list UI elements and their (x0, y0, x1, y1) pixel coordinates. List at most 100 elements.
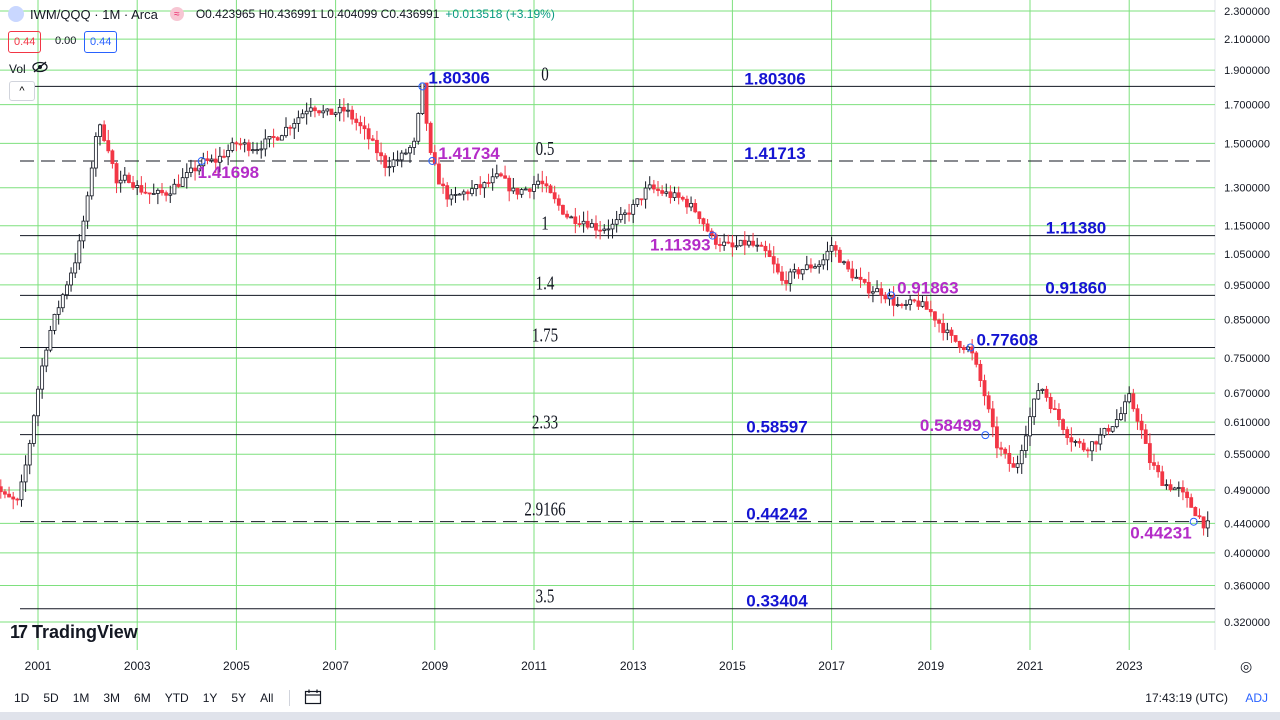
candle-body (288, 126, 293, 129)
candle-body (780, 271, 784, 281)
candle-body (726, 241, 731, 244)
candle-body (1081, 442, 1086, 451)
eye-hidden-icon[interactable] (32, 61, 48, 76)
candle-body (656, 188, 660, 191)
candle-body (346, 109, 350, 112)
candle-body (370, 138, 375, 141)
range-1m-button[interactable]: 1M (72, 691, 90, 705)
candle-body (308, 107, 313, 112)
candle-body (775, 263, 780, 273)
range-6m-button[interactable]: 6M (134, 691, 151, 705)
candle-body (589, 223, 594, 228)
annotation-marker (197, 157, 206, 166)
candle-body (734, 245, 739, 248)
candle-body (238, 143, 243, 146)
range-1d-button[interactable]: 1D (14, 691, 30, 705)
candle-body (767, 250, 772, 257)
range-3m-button[interactable]: 3M (103, 691, 121, 705)
range-ytd-button[interactable]: YTD (164, 691, 189, 705)
candle-body (1052, 408, 1057, 411)
candle-body (565, 213, 569, 218)
candle-body (222, 155, 226, 158)
candle-body (449, 194, 454, 200)
candle-body (722, 241, 727, 246)
candle-body (804, 264, 809, 270)
y-tick-label: 1.050000 (1224, 249, 1270, 261)
tradingview-mark-icon: 17 (10, 622, 28, 642)
candle-body (1032, 398, 1037, 418)
candle-body (7, 493, 11, 498)
signal-icon[interactable]: ≈ (169, 7, 184, 21)
candle-body (581, 220, 586, 225)
y-tick-label: 0.490000 (1224, 485, 1270, 497)
candle-body (85, 195, 90, 222)
candle-body (1007, 453, 1012, 464)
annotation-label: 1.11393 (650, 236, 711, 255)
toolbar-divider (289, 690, 291, 706)
candle-body (1131, 393, 1136, 410)
candle-body (189, 167, 193, 173)
candle-body (879, 288, 884, 296)
symbol-title[interactable]: IWM/QQQ · 1M · Arca (30, 6, 158, 22)
candle-body (350, 109, 355, 120)
annotation-marker (981, 431, 990, 440)
fib-ratio-label: 2.33 (532, 410, 558, 433)
range-5d-button[interactable]: 5D (43, 691, 59, 705)
chart-settings-icon[interactable]: ◎ (1240, 658, 1253, 674)
annotation-marker (418, 82, 427, 91)
candle-body (738, 239, 743, 247)
candle-body (697, 211, 702, 220)
candle-body (1127, 393, 1132, 403)
ask-price-box[interactable]: 0.44 (84, 31, 118, 53)
candle-body (833, 245, 838, 251)
candle-body (999, 447, 1003, 450)
range-1y-button[interactable]: 1Y (202, 691, 218, 705)
range-5y-button[interactable]: 5Y (231, 691, 247, 705)
calendar-icon[interactable] (304, 689, 322, 708)
candle-body (809, 264, 813, 269)
bid-price-box[interactable]: 0.44 (8, 31, 42, 53)
candle-body (1040, 388, 1045, 391)
candle-body (325, 108, 330, 112)
candle-body (982, 380, 987, 397)
chart-header: IWM/QQQ · 1M · Arca ≈ O0.423965 H0.43699… (8, 6, 555, 22)
candle-body (147, 192, 152, 195)
candle-body (110, 150, 115, 164)
y-tick-label: 1.300000 (1224, 183, 1270, 195)
candle-body (986, 395, 991, 410)
annotation-label: 1.41734 (438, 144, 500, 163)
candle-body (234, 142, 239, 145)
tradingview-wordmark: TradingView (32, 622, 138, 642)
candle-body (532, 184, 536, 192)
x-tick-label: 2005 (223, 659, 250, 673)
candle-body (759, 244, 764, 247)
candle-body (842, 261, 846, 264)
candle-body (1193, 507, 1198, 517)
candle-body (920, 301, 925, 307)
candle-body (1023, 435, 1028, 451)
candle-body (515, 187, 520, 195)
candle-body (928, 309, 933, 313)
candle-body (618, 213, 623, 221)
y-tick-label: 1.700000 (1224, 100, 1270, 112)
fib-ratio-label: 0.5 (536, 137, 555, 160)
candle-body (180, 177, 185, 187)
candle-body (1143, 429, 1148, 444)
adjust-data-button[interactable]: ADJ (1245, 691, 1268, 705)
candle-body (499, 173, 503, 177)
candle-body (131, 182, 135, 188)
candle-body (313, 107, 317, 112)
ohlc-values: O0.423965 H0.436991 L0.404099 C0.436991 (195, 7, 440, 21)
candle-body (408, 147, 412, 154)
clock-time[interactable]: 17:43:19 (UTC) (1145, 691, 1228, 705)
candle-body (995, 426, 999, 449)
range-all-button[interactable]: All (260, 691, 274, 705)
annotation-label: 0.58499 (920, 416, 981, 435)
candle-body (1106, 428, 1111, 432)
collapse-legend-button[interactable]: ^ (9, 81, 35, 101)
candle-body (1139, 420, 1144, 431)
candle-body (594, 223, 598, 231)
candle-body (1181, 487, 1185, 493)
y-tick-label: 0.320000 (1224, 617, 1270, 629)
